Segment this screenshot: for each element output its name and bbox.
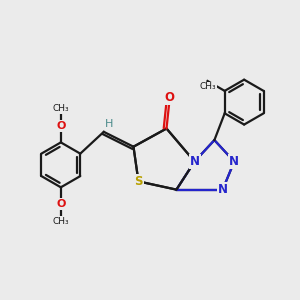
Text: N: N [190, 155, 200, 168]
Text: CH₃: CH₃ [52, 104, 69, 113]
Text: H: H [104, 118, 113, 129]
Text: S: S [134, 175, 143, 188]
Text: O: O [56, 199, 65, 209]
Text: N: N [218, 183, 228, 196]
Text: CH₃: CH₃ [199, 82, 216, 91]
Text: N: N [229, 155, 239, 168]
Text: O: O [56, 121, 65, 131]
Text: CH₃: CH₃ [52, 217, 69, 226]
Text: O: O [165, 91, 175, 104]
